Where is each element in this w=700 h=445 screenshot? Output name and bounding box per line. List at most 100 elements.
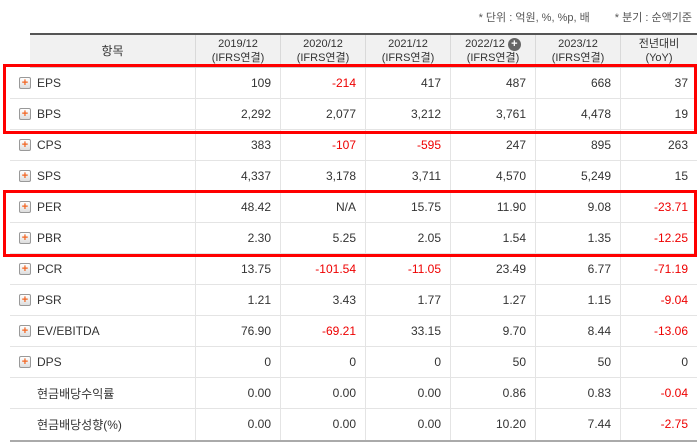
- col-header-2021-12: 2021/12 (IFRS연결): [365, 35, 450, 67]
- value-cell: 4,478: [535, 99, 620, 129]
- table-row-pcr: + PCR 13.75 -101.54 -11.05 23.49 6.77 -71.19: [10, 254, 697, 285]
- col-header-standard-text: (IFRS연결): [211, 52, 265, 64]
- expand-row-icon[interactable]: +: [19, 108, 31, 120]
- row-label-cell: +현금배당성향(%): [10, 409, 195, 440]
- row-label: EPS: [37, 76, 62, 90]
- yoy-value-cell: -9.04: [620, 285, 697, 315]
- value-cell: 3,761: [450, 99, 535, 129]
- value-cell: 48.42: [195, 192, 280, 222]
- add-period-icon[interactable]: +: [507, 37, 521, 51]
- yoy-value-cell: 263: [620, 130, 697, 160]
- row-label-cell[interactable]: + EV/EBITDA: [10, 316, 195, 346]
- yoy-value-cell: -2.75: [620, 409, 697, 440]
- expand-row-icon[interactable]: +: [19, 356, 31, 368]
- value-cell: 76.90: [195, 316, 280, 346]
- value-cell: 50: [450, 347, 535, 377]
- value-cell: N/A: [280, 192, 365, 222]
- row-label: PCR: [37, 262, 63, 276]
- row-label-cell[interactable]: + CPS: [10, 130, 195, 160]
- row-label-cell[interactable]: + SPS: [10, 161, 195, 191]
- col-header-item: 항목: [101, 44, 124, 58]
- col-header-2020-12: 2020/12 (IFRS연결): [280, 35, 365, 67]
- table-notes: * 단위 : 억원, %, %p, 배 * 분기 : 순액기준: [479, 9, 692, 25]
- expand-row-icon[interactable]: +: [19, 294, 31, 306]
- row-label: CPS: [37, 138, 62, 152]
- value-cell: 0.86: [450, 378, 535, 408]
- expand-row-icon[interactable]: +: [19, 77, 31, 89]
- row-label-cell[interactable]: + PCR: [10, 254, 195, 284]
- row-label-cell: +현금배당수익률: [10, 378, 195, 408]
- col-header-yoy: 전년대비 (YoY): [620, 35, 697, 67]
- row-label-cell[interactable]: + DPS: [10, 347, 195, 377]
- row-label-cell[interactable]: + PER: [10, 192, 195, 222]
- expand-row-icon[interactable]: +: [19, 201, 31, 213]
- yoy-value-cell: 37: [620, 68, 697, 98]
- table-header-row: 항목 2019/12 (IFRS연결) 2020/12 (IFRS연결) 2021/12…: [30, 33, 697, 68]
- value-cell: 0.00: [280, 378, 365, 408]
- value-cell: 9.70: [450, 316, 535, 346]
- value-cell: 0.00: [280, 409, 365, 440]
- value-cell: 247: [450, 130, 535, 160]
- col-header-2023-12: 2023/12 (IFRS연결): [535, 35, 620, 67]
- value-cell: 5.25: [280, 223, 365, 253]
- yoy-value-cell: -13.06: [620, 316, 697, 346]
- unit-note: * 단위 : 억원, %, %p, 배: [478, 12, 590, 24]
- expand-row-icon[interactable]: +: [19, 325, 31, 337]
- yoy-value-cell: -23.71: [620, 192, 697, 222]
- value-cell: -214: [280, 68, 365, 98]
- value-cell: 3.43: [280, 285, 365, 315]
- value-cell: 1.15: [535, 285, 620, 315]
- value-cell: 23.49: [450, 254, 535, 284]
- table-row-bps: + BPS 2,292 2,077 3,212 3,761 4,478 19: [10, 99, 697, 130]
- value-cell: 668: [535, 68, 620, 98]
- value-cell: -11.05: [365, 254, 450, 284]
- value-cell: 0: [195, 347, 280, 377]
- value-cell: 0: [365, 347, 450, 377]
- value-cell: 1.77: [365, 285, 450, 315]
- value-cell: 0.00: [195, 378, 280, 408]
- row-label: SPS: [37, 169, 62, 183]
- value-cell: 0.00: [195, 409, 280, 440]
- value-cell: 8.44: [535, 316, 620, 346]
- table-row-psr: + PSR 1.21 3.43 1.77 1.27 1.15 -9.04: [10, 285, 697, 316]
- value-cell: 10.20: [450, 409, 535, 440]
- yoy-value-cell: 0: [620, 347, 697, 377]
- expand-row-icon[interactable]: +: [19, 232, 31, 244]
- value-cell: 383: [195, 130, 280, 160]
- value-cell: 417: [365, 68, 450, 98]
- value-cell: 1.27: [450, 285, 535, 315]
- value-cell: 11.90: [450, 192, 535, 222]
- table-row-dps: + DPS 0 0 0 50 50 0: [10, 347, 697, 378]
- col-header-year-text: 2021/12: [388, 38, 428, 50]
- value-cell: 6.77: [535, 254, 620, 284]
- table-row-cps: + CPS 383 -107 -595 247 895 263: [10, 130, 697, 161]
- value-cell: 895: [535, 130, 620, 160]
- value-cell: 3,212: [365, 99, 450, 129]
- table-row-pbr: + PBR 2.30 5.25 2.05 1.54 1.35 -12.25: [10, 223, 697, 254]
- row-label-cell[interactable]: + BPS: [10, 99, 195, 129]
- row-label-cell[interactable]: + EPS: [10, 68, 195, 98]
- value-cell: 3,178: [280, 161, 365, 191]
- expand-row-icon[interactable]: +: [19, 170, 31, 182]
- value-cell: 2,077: [280, 99, 365, 129]
- expand-row-icon[interactable]: +: [19, 139, 31, 151]
- basis-note: * 분기 : 순액기준: [614, 12, 692, 24]
- col-header-year-text: 2020/12: [303, 38, 343, 50]
- row-label: BPS: [37, 107, 62, 121]
- row-label-cell[interactable]: + PSR: [10, 285, 195, 315]
- value-cell: 13.75: [195, 254, 280, 284]
- value-cell: 2,292: [195, 99, 280, 129]
- row-label-cell[interactable]: + PBR: [10, 223, 195, 253]
- value-cell: 15.75: [365, 192, 450, 222]
- value-cell: 109: [195, 68, 280, 98]
- yoy-value-cell: 15: [620, 161, 697, 191]
- value-cell: 9.08: [535, 192, 620, 222]
- value-cell: 1.35: [535, 223, 620, 253]
- row-label: PBR: [37, 231, 62, 245]
- table-row-ev-ebitda: + EV/EBITDA 76.90 -69.21 33.15 9.70 8.44 -13.06: [10, 316, 697, 347]
- row-label: PER: [37, 200, 62, 214]
- yoy-value-cell: -0.04: [620, 378, 697, 408]
- expand-row-icon[interactable]: +: [19, 263, 31, 275]
- yoy-value-cell: 19: [620, 99, 697, 129]
